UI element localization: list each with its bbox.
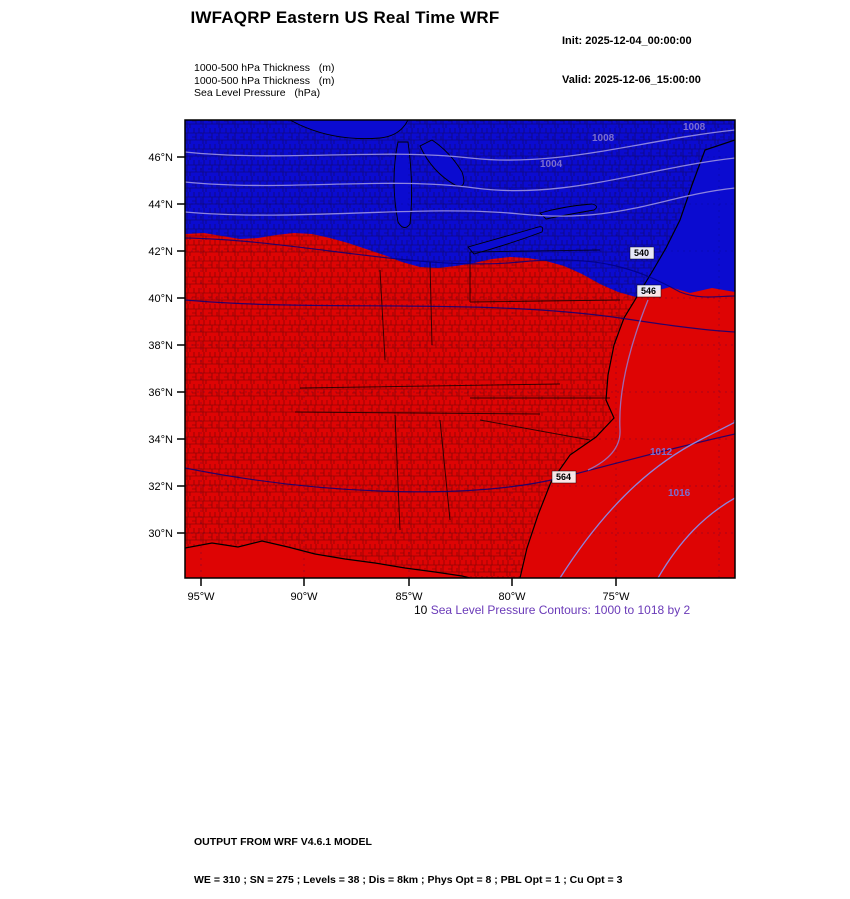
thickness-contour-564 bbox=[185, 433, 735, 493]
lat-label-36: 36°N bbox=[148, 387, 173, 399]
slp-contour-coastal bbox=[587, 299, 649, 471]
slp-contour-1012 bbox=[559, 419, 735, 578]
lat-label-46: 46°N bbox=[148, 152, 173, 164]
thickness-label-546-text: 546 bbox=[641, 286, 656, 296]
gulf-coastline bbox=[185, 540, 471, 578]
latitude-axis: 46°N 44°N 42°N 40°N 38°N 36°N 34°N 32°N … bbox=[148, 152, 173, 540]
thickness-label-540: 540 bbox=[629, 246, 655, 260]
lon-label-90: 90°W bbox=[290, 591, 318, 603]
lon-label-95: 95°W bbox=[187, 591, 215, 603]
lake-michigan bbox=[393, 141, 413, 228]
county-texture bbox=[185, 120, 735, 578]
slp-label-1008-ne: 1008 bbox=[683, 122, 706, 133]
model-version-line: OUTPUT FROM WRF V4.6.1 MODEL bbox=[194, 836, 372, 848]
weather-map: 1008 1004 1008 1012 1016 540 546 564 bbox=[148, 119, 736, 603]
lat-label-32: 32°N bbox=[148, 481, 173, 493]
thickness-label-564-box bbox=[551, 470, 577, 484]
thickness-label-546: 546 bbox=[636, 284, 662, 298]
slp-label-1008: 1008 bbox=[592, 133, 615, 144]
legend-line-thickness-2: 1000-500 hPa Thickness (m) bbox=[194, 74, 335, 87]
state-borders bbox=[294, 249, 621, 531]
lat-label-34: 34°N bbox=[148, 434, 173, 446]
atlantic-coastline bbox=[519, 139, 735, 578]
field-legend: 1000-500 hPa Thickness (m) 1000-500 hPa … bbox=[194, 62, 334, 100]
slp-contour-1016 bbox=[657, 497, 735, 578]
plot-title: IWFAQRP Eastern US Real Time WRF bbox=[190, 8, 500, 27]
slp-contour-1000 bbox=[185, 187, 735, 217]
axis-ticks bbox=[177, 156, 617, 586]
slp-label-1012: 1012 bbox=[650, 447, 673, 458]
slp-label-1004: 1004 bbox=[540, 159, 563, 170]
thickness-label-546-box bbox=[636, 284, 662, 298]
thickness-label-564: 564 bbox=[551, 470, 577, 484]
model-footer: OUTPUT FROM WRF V4.6.1 MODEL WE = 310 ; … bbox=[194, 811, 622, 899]
thickness-contours bbox=[185, 237, 735, 493]
lon-label-85: 85°W bbox=[395, 591, 423, 603]
slp-contours bbox=[185, 129, 735, 578]
slp-contour-1008 bbox=[185, 129, 735, 161]
legend-line-thickness-1: 1000-500 hPa Thickness (m) bbox=[194, 62, 335, 74]
thickness-label-564-text: 564 bbox=[556, 472, 571, 482]
lat-label-44: 44°N bbox=[148, 199, 173, 211]
lake-erie bbox=[467, 226, 544, 255]
longitude-axis: 95°W 90°W 85°W 80°W 75°W bbox=[187, 591, 630, 603]
lon-label-75: 75°W bbox=[602, 591, 630, 603]
slp-contour-labels: 1008 1004 1008 1012 1016 bbox=[540, 122, 706, 499]
lat-label-40: 40°N bbox=[148, 293, 173, 305]
lon-label-80: 80°W bbox=[498, 591, 526, 603]
model-config-line: WE = 310 ; SN = 275 ; Levels = 38 ; Dis … bbox=[194, 873, 623, 886]
lat-label-30: 30°N bbox=[148, 528, 173, 540]
lake-superior bbox=[289, 120, 409, 140]
graticule bbox=[185, 120, 735, 578]
slp-label-1016: 1016 bbox=[668, 488, 691, 499]
valid-time: Valid: 2025-12-06_15:00:00 bbox=[562, 74, 701, 86]
thickness-label-540-box bbox=[629, 246, 655, 260]
map-frame bbox=[184, 119, 736, 579]
thickness-contour-labels: 540 546 564 bbox=[551, 246, 662, 484]
legend-line-slp: Sea Level Pressure (hPa) bbox=[194, 87, 321, 99]
thickness-contour-540 bbox=[185, 237, 735, 298]
run-times: Init: 2025-12-04_00:00:00 Valid: 2025-12… bbox=[562, 9, 701, 100]
slp-contour-1004 bbox=[185, 157, 735, 192]
lat-label-42: 42°N bbox=[148, 246, 173, 258]
thickness-label-540-text: 540 bbox=[634, 248, 649, 258]
lake-huron bbox=[419, 139, 465, 187]
contour-caption: 10 Sea Level Pressure Contours: 1000 to … bbox=[414, 603, 690, 617]
thickness-contour-546 bbox=[185, 299, 735, 333]
init-time: Init: 2025-12-04_00:00:00 bbox=[562, 35, 692, 47]
lat-label-38: 38°N bbox=[148, 340, 173, 352]
caption-text: Sea Level Pressure Contours: 1000 to 101… bbox=[430, 603, 691, 617]
caption-prefix: 10 bbox=[414, 603, 428, 617]
